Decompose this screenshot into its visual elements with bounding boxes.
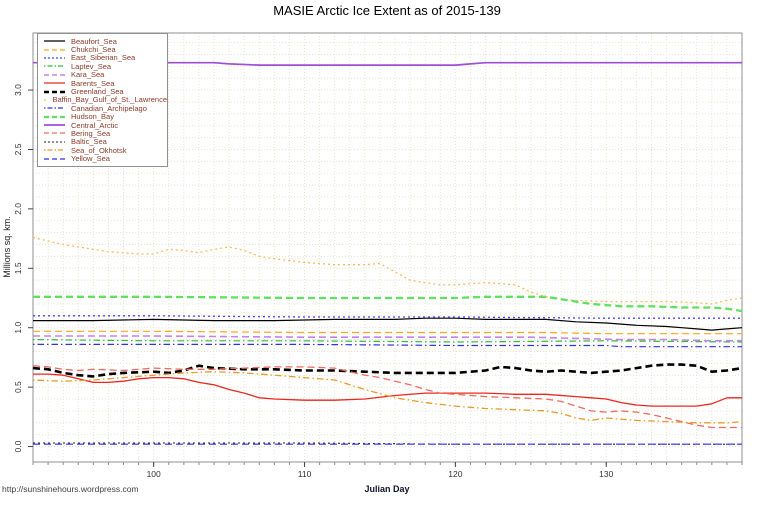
legend-item-label: Baffin_Bay_Gulf_of_St._Lawrence — [52, 95, 167, 105]
legend-line-sample — [44, 40, 65, 42]
series-line-Beaufort_Sea — [33, 317, 743, 331]
y-tick-label: 1.5 — [13, 262, 23, 274]
legend: Beaufort_Sea Chukchi_Sea East_Siberian_Sea… — [37, 33, 168, 167]
legend-item-label: East_Siberian_Sea — [71, 53, 136, 63]
series-line-Chukchi_Sea — [33, 330, 742, 335]
legend-item-Greenland_Sea: Greenland_Sea — [43, 87, 167, 97]
grid — [32, 33, 743, 462]
legend-line-sample — [44, 107, 65, 109]
series-line-East_Siberian_Sea — [33, 315, 742, 319]
y-tick-label: 2.0 — [13, 203, 23, 215]
legend-item-East_Siberian_Sea: East_Siberian_Sea — [43, 53, 167, 63]
series-line-Kara_Sea — [33, 335, 742, 342]
legend-line-sample — [44, 132, 65, 135]
legend-item-Barents_Sea: Barents_Sea — [43, 78, 167, 88]
series-line-Baffin_Bay_Gulf_of_St._Lawrence — [32, 236, 743, 305]
legend-item-label: Baltic_Sea — [71, 137, 107, 147]
legend-item-label: Sea_of_Okhotsk — [71, 145, 127, 155]
y-tick-label: 0.0 — [13, 440, 23, 452]
series-line-Sea_of_Okhotsk — [32, 371, 743, 424]
chart-title: MASIE Arctic Ice Extent as of 2015-139 — [273, 3, 501, 18]
axes: 100 110 120 130 0.0 0.5 1.0 1.5 2.0 2.5 3.0 — [13, 32, 743, 479]
legend-line-sample — [44, 157, 65, 160]
legend-item-label: Barents_Sea — [71, 78, 115, 88]
plot-border — [32, 32, 743, 463]
series-line-Bering_Sea — [32, 365, 742, 429]
legend-item-Bering_Sea: Bering_Sea — [43, 129, 167, 138]
legend-item-Chukchi_Sea: Chukchi_Sea — [43, 45, 167, 55]
y-axis-label: Millions sq. km. — [2, 216, 12, 278]
x-tick-label: 120 — [448, 469, 462, 479]
legend-item-Sea_of_Okhotsk: Sea_of_Okhotsk — [43, 145, 167, 155]
legend-item-Canadian_Archipelago: Canadian_Archipelago — [43, 103, 167, 113]
legend-item-label: Chukchi_Sea — [71, 45, 116, 55]
legend-line-sample — [44, 149, 65, 151]
legend-item-Baltic_Sea: Baltic_Sea — [43, 137, 167, 147]
series-line-Barents_Sea — [33, 373, 742, 407]
legend-item-label: Hudson_Bay — [71, 112, 114, 122]
series-line-Canadian_Archipelago — [33, 343, 742, 348]
watermark-url: http://sunshinehours.wordpress.com — [2, 484, 139, 494]
x-tick-label: 100 — [147, 469, 161, 479]
y-tick-label: 0.5 — [13, 381, 23, 393]
legend-line-sample — [44, 99, 49, 101]
legend-line-sample — [44, 115, 65, 118]
legend-item-label: Central_Arctic — [71, 120, 119, 130]
legend-line-sample — [44, 48, 65, 51]
legend-item-label: Bering_Sea — [71, 129, 111, 138]
legend-item-Central_Arctic: Central_Arctic — [43, 120, 167, 130]
series — [32, 61, 743, 445]
series-line-Hudson_Bay — [33, 295, 743, 313]
x-axis-label: Julian Day — [364, 484, 409, 494]
legend-line-sample — [44, 73, 65, 76]
legend-item-label: Greenland_Sea — [71, 87, 124, 97]
legend-line-sample — [44, 57, 65, 59]
legend-item-label: Laptev_Sea — [71, 61, 112, 71]
x-tick-label: 130 — [599, 469, 613, 479]
y-tick-label: 1.0 — [13, 322, 23, 334]
legend-line-sample — [44, 82, 65, 84]
legend-line-sample — [44, 90, 65, 93]
legend-item-Baffin_Bay_Gulf_of_St._Lawrence: Baffin_Bay_Gulf_of_St._Lawrence — [43, 95, 167, 105]
series-line-Laptev_Sea — [32, 339, 743, 343]
y-tick-label: 3.0 — [13, 84, 23, 96]
legend-item-Yellow_Sea: Yellow_Sea — [43, 154, 167, 164]
legend-item-Hudson_Bay: Hudson_Bay — [43, 112, 167, 122]
series-line-Greenland_Sea — [32, 363, 743, 378]
legend-line-sample — [44, 65, 65, 67]
legend-item-Beaufort_Sea: Beaufort_Sea — [43, 36, 167, 46]
series-line-Central_Arctic — [33, 61, 742, 66]
legend-line-sample — [44, 141, 65, 143]
legend-item-label: Kara_Sea — [71, 70, 105, 80]
legend-line-sample — [44, 124, 65, 126]
legend-item-Laptev_Sea: Laptev_Sea — [43, 61, 167, 71]
legend-item-label: Yellow_Sea — [71, 154, 110, 164]
legend-item-label: Beaufort_Sea — [71, 36, 117, 46]
legend-item-label: Canadian_Archipelago — [71, 103, 147, 113]
legend-item-Kara_Sea: Kara_Sea — [43, 70, 167, 80]
x-tick-label: 110 — [298, 469, 312, 479]
y-tick-label: 2.5 — [13, 143, 23, 155]
